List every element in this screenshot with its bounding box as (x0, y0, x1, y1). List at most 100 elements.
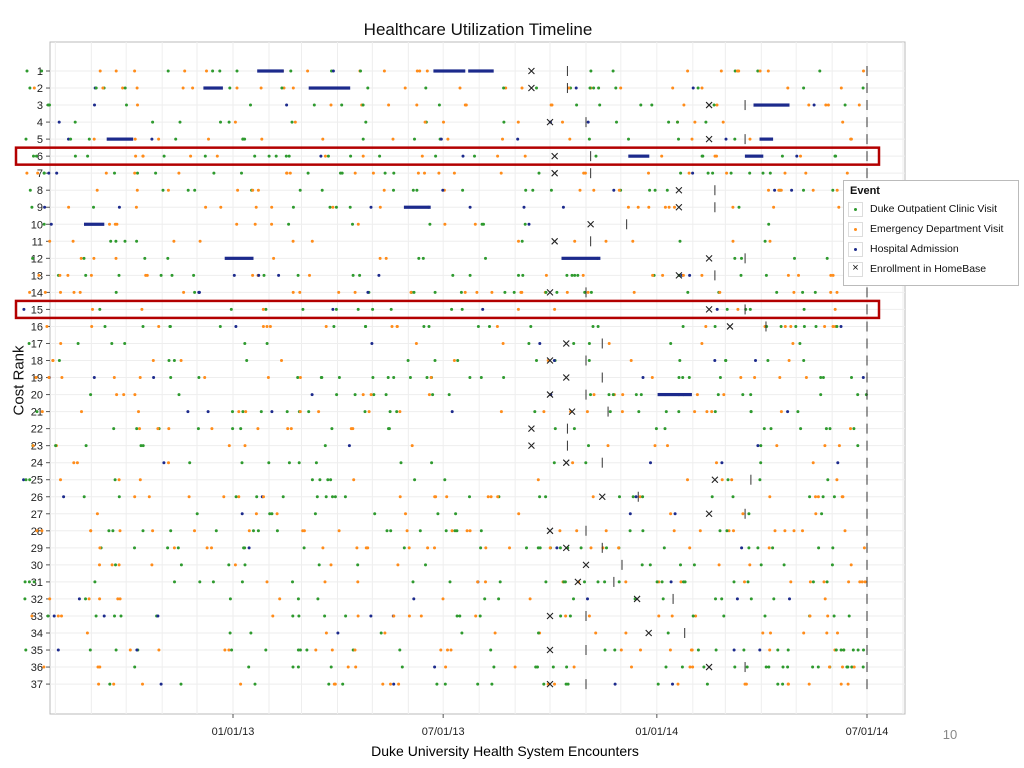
event-point (450, 410, 454, 414)
event-point (845, 171, 849, 175)
event-point (856, 648, 860, 652)
event-point (138, 478, 142, 482)
event-point (317, 410, 321, 414)
legend-label: Enrollment in HomeBase (870, 263, 987, 275)
event-point (807, 682, 811, 686)
event-points (22, 69, 868, 686)
event-point (858, 580, 862, 584)
event-point (198, 239, 202, 243)
event-point (586, 120, 590, 124)
event-point (324, 495, 328, 499)
event-point (722, 393, 726, 397)
event-point (679, 563, 682, 567)
event-point (251, 273, 255, 277)
enrollment-marks (528, 66, 868, 690)
event-point (76, 341, 80, 345)
event-point (187, 495, 191, 499)
event-point (378, 205, 382, 209)
event-point (102, 614, 106, 618)
event-point (351, 273, 355, 277)
event-point (704, 120, 708, 124)
event-point (536, 478, 540, 482)
event-point (298, 188, 302, 192)
event-point (739, 376, 743, 380)
event-point (536, 665, 539, 669)
event-point (289, 69, 293, 73)
event-point (621, 393, 625, 397)
event-point (847, 614, 851, 618)
event-point (392, 614, 396, 618)
event-point (361, 103, 365, 107)
event-point (280, 86, 284, 90)
y-tick-label: 1 (37, 66, 43, 78)
admission-run (203, 86, 223, 90)
event-point (240, 512, 244, 516)
admission-swatch (848, 242, 863, 257)
event-point (35, 529, 39, 533)
event-point (617, 188, 621, 192)
event-point (230, 648, 234, 652)
event-point (818, 69, 822, 73)
event-point (108, 682, 112, 686)
event-point (714, 597, 717, 601)
event-point (583, 580, 586, 584)
event-point (71, 239, 75, 243)
event-point (82, 495, 86, 499)
event-point (836, 631, 839, 635)
event-point (204, 205, 208, 209)
event-point (767, 546, 771, 550)
slide-caption: Duke University Health System Encounters (371, 743, 639, 759)
event-point (535, 86, 538, 90)
event-point (596, 324, 600, 328)
enrollment-marker (546, 289, 554, 296)
event-point (732, 648, 736, 652)
event-point (715, 307, 719, 311)
event-point (151, 529, 155, 533)
event-point (773, 529, 777, 533)
event-point (135, 648, 139, 652)
event-point (274, 154, 278, 158)
event-point (552, 359, 556, 363)
event-point (813, 290, 817, 294)
enrollment-marker (528, 84, 535, 92)
event-point (817, 546, 821, 550)
event-point (786, 410, 790, 414)
event-point (261, 324, 265, 328)
y-tick-label: 20 (31, 390, 43, 402)
legend-label: Emergency Department Visit (870, 223, 1004, 235)
event-point (458, 614, 462, 618)
event-point (821, 376, 825, 380)
event-point (34, 376, 38, 380)
event-point (166, 188, 170, 192)
event-point (682, 580, 685, 584)
event-point (710, 410, 714, 414)
event-point (731, 239, 735, 243)
event-point (448, 580, 452, 584)
event-point (60, 376, 64, 380)
event-point (434, 495, 438, 499)
event-point (113, 171, 116, 175)
event-point (159, 273, 163, 277)
event-point (302, 529, 306, 533)
event-point (823, 597, 827, 601)
event-point (724, 137, 728, 141)
event-point (330, 427, 334, 431)
event-point (634, 393, 638, 397)
event-point (133, 137, 137, 141)
enrollment-marker (645, 629, 653, 637)
event-point (619, 86, 623, 90)
event-point (270, 205, 274, 209)
y-tick-label: 17 (31, 338, 43, 350)
event-point (433, 665, 437, 669)
event-point (512, 290, 516, 294)
event-point (839, 648, 843, 652)
outpatient-swatch (848, 202, 863, 217)
event-point (305, 648, 309, 652)
legend: Event Duke Outpatient Clinic Visit Emerg… (843, 180, 1019, 286)
event-point (573, 239, 577, 243)
event-point (389, 307, 393, 311)
event-point (558, 529, 562, 533)
event-point (839, 682, 843, 686)
event-point (816, 665, 820, 669)
event-point (666, 631, 670, 635)
